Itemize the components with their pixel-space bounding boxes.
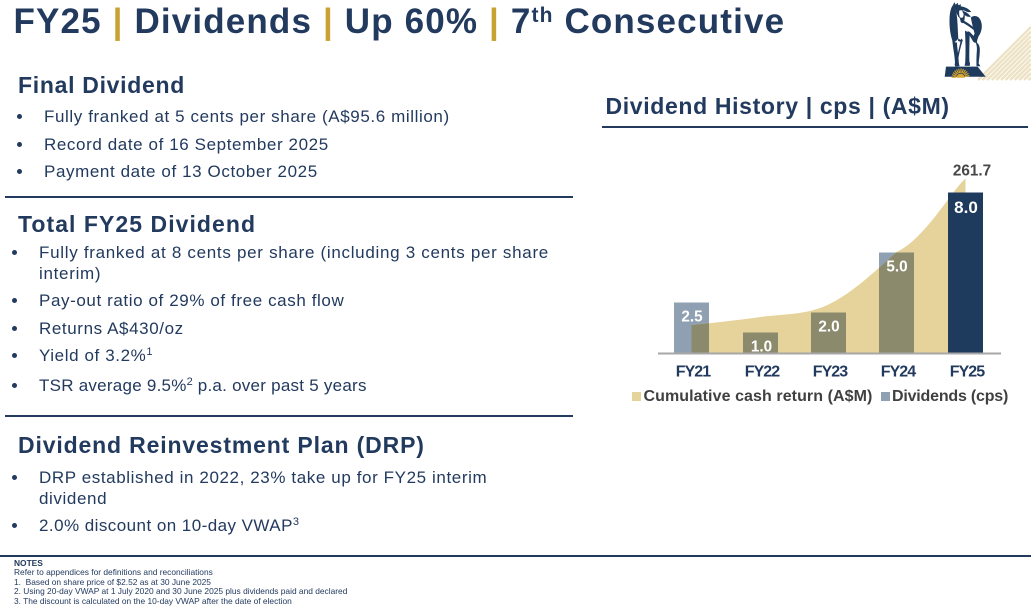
svg-text:261.7: 261.7 [953, 163, 991, 180]
svg-text:2.5: 2.5 [681, 309, 703, 326]
svg-text:FY21: FY21 [676, 364, 711, 381]
svg-text:FY25: FY25 [950, 364, 985, 381]
svg-text:FY22: FY22 [745, 364, 780, 381]
svg-text:1.0: 1.0 [751, 338, 772, 355]
svg-text:8.0: 8.0 [954, 198, 978, 217]
svg-text:5.0: 5.0 [886, 258, 907, 275]
svg-text:FY23: FY23 [813, 364, 848, 381]
svg-text:Cumulative cash return (A$M): Cumulative cash return (A$M) [644, 388, 873, 405]
svg-text:2.0: 2.0 [818, 318, 839, 335]
svg-text:Dividends (cps): Dividends (cps) [892, 388, 1008, 405]
svg-text:FY24: FY24 [881, 364, 916, 381]
